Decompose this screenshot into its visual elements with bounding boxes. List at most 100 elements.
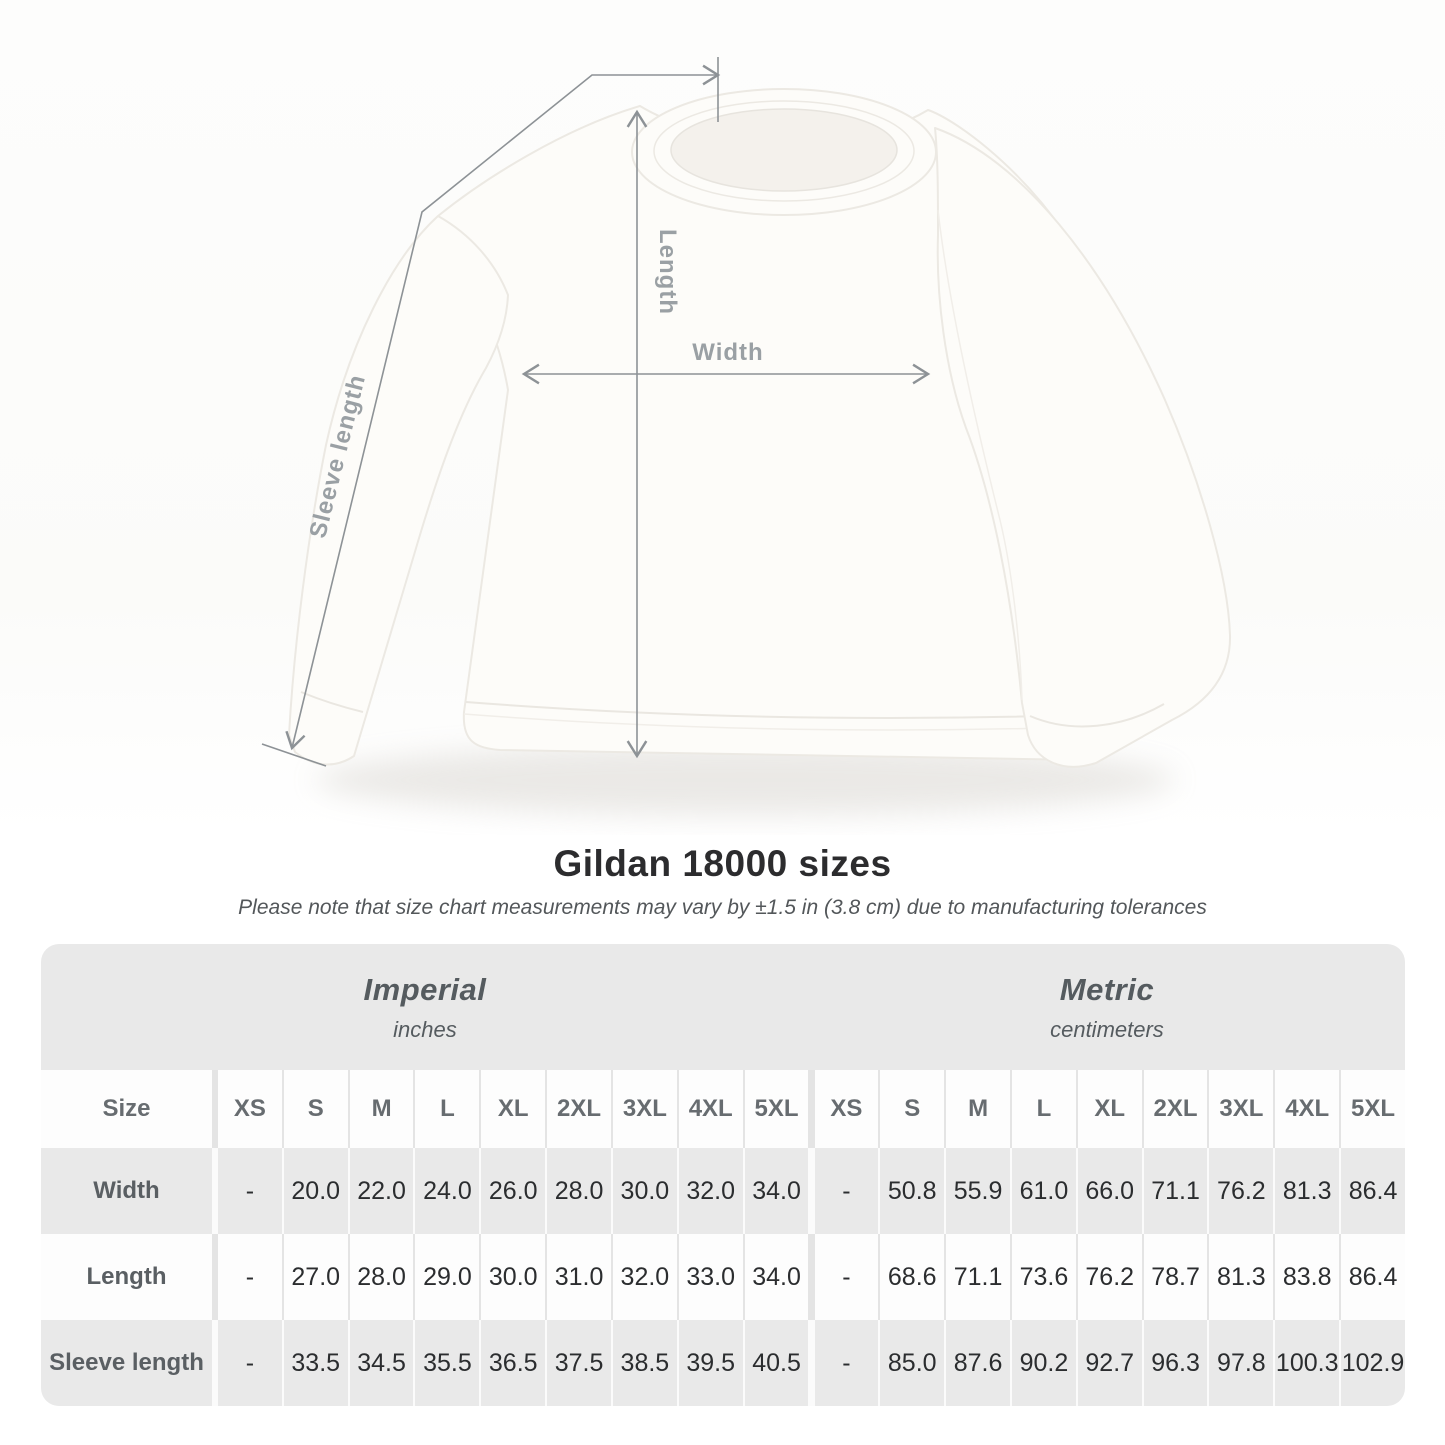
value-cell: - <box>218 1320 282 1406</box>
imperial-header: Imperial inches <box>41 944 809 1070</box>
value-cell: 92.7 <box>1077 1320 1142 1406</box>
size-col: L <box>1011 1070 1076 1148</box>
value-cell: 96.3 <box>1143 1320 1208 1406</box>
value-cell: 100.3 <box>1275 1320 1340 1406</box>
row-label: Length <box>41 1234 212 1320</box>
value-cell: 102.9 <box>1341 1320 1405 1406</box>
value-cell: - <box>814 1148 879 1234</box>
value-cell: 28.0 <box>547 1148 611 1234</box>
metric-values: - 85.0 87.6 90.2 92.7 96.3 97.8 100.3 10… <box>814 1320 1405 1406</box>
value-cell: 55.9 <box>946 1148 1010 1234</box>
value-cell: 33.5 <box>283 1320 348 1406</box>
size-table: Imperial inches Metric centimeters Size … <box>41 944 1405 1406</box>
length-label: Length <box>654 229 681 315</box>
row-label: Width <box>41 1148 212 1234</box>
size-col: 3XL <box>612 1070 677 1148</box>
sleeve-measure-line <box>285 64 721 751</box>
value-cell: 31.0 <box>547 1234 611 1320</box>
size-col: L <box>415 1070 480 1148</box>
sweatshirt-right-sleeve <box>934 127 1232 768</box>
value-cell: 78.7 <box>1143 1234 1208 1320</box>
size-col: XS <box>814 1070 879 1148</box>
imperial-values: - 20.0 22.0 24.0 26.0 28.0 30.0 32.0 34.… <box>218 1148 809 1234</box>
size-col: XL <box>1077 1070 1142 1148</box>
value-cell: 33.0 <box>678 1234 743 1320</box>
tolerance-note: Please note that size chart measurements… <box>238 896 1207 919</box>
metric-header: Metric centimeters <box>809 944 1405 1070</box>
value-cell: 36.5 <box>481 1320 546 1406</box>
imperial-unit: inches <box>393 1016 457 1042</box>
value-cell: 71.1 <box>1143 1148 1208 1234</box>
value-cell: 81.3 <box>1209 1234 1274 1320</box>
value-cell: 71.1 <box>946 1234 1010 1320</box>
value-cell: 34.0 <box>744 1234 809 1320</box>
value-cell: - <box>814 1234 879 1320</box>
table-row-width: Width - 20.0 22.0 24.0 26.0 28.0 30.0 32… <box>41 1148 1405 1234</box>
row-label: Sleeve length <box>41 1320 212 1406</box>
value-cell: 87.6 <box>946 1320 1010 1406</box>
size-col: M <box>349 1070 414 1148</box>
metric-name: Metric <box>1059 971 1155 1007</box>
value-cell: 86.4 <box>1341 1148 1405 1234</box>
value-cell: 35.5 <box>415 1320 480 1406</box>
table-row-length: Length - 27.0 28.0 29.0 30.0 31.0 32.0 3… <box>41 1234 1405 1320</box>
right-cuff-seam <box>1029 703 1165 728</box>
value-cell: 24.0 <box>415 1148 480 1234</box>
right-sleeve-crease <box>937 209 1023 701</box>
width-label: Width <box>692 339 763 366</box>
size-col: XL <box>481 1070 546 1148</box>
value-cell: 85.0 <box>880 1320 945 1406</box>
metric-sizes: XS S M L XL 2XL 3XL 4XL 5XL <box>814 1070 1405 1148</box>
value-cell: 81.3 <box>1275 1148 1340 1234</box>
value-cell: 30.0 <box>612 1148 677 1234</box>
collar-opening <box>670 108 898 192</box>
value-cell: 38.5 <box>612 1320 677 1406</box>
value-cell: 37.5 <box>547 1320 611 1406</box>
value-cell: 32.0 <box>678 1148 743 1234</box>
value-cell: 29.0 <box>415 1234 480 1320</box>
size-col: 4XL <box>678 1070 743 1148</box>
table-row-sleeve-length: Sleeve length - 33.5 34.5 35.5 36.5 37.5… <box>41 1320 1405 1406</box>
value-cell: 97.8 <box>1209 1320 1274 1406</box>
page-title: Gildan 18000 sizes <box>553 843 892 884</box>
value-cell: 27.0 <box>283 1234 348 1320</box>
value-cell: 76.2 <box>1209 1148 1274 1234</box>
value-cell: 68.6 <box>880 1234 945 1320</box>
metric-unit: centimeters <box>1050 1016 1164 1042</box>
sweatshirt-diagram-svg: Length Width Sleeve length <box>261 57 1232 816</box>
size-col: S <box>880 1070 945 1148</box>
value-cell: 34.5 <box>349 1320 414 1406</box>
size-col: 4XL <box>1275 1070 1340 1148</box>
value-cell: 30.0 <box>481 1234 546 1320</box>
measurement-diagram: Length Width Sleeve length <box>0 0 1445 835</box>
size-col: XS <box>218 1070 282 1148</box>
imperial-values: - 33.5 34.5 35.5 36.5 37.5 38.5 39.5 40.… <box>218 1320 809 1406</box>
value-cell: 20.0 <box>283 1148 348 1234</box>
value-cell: 83.8 <box>1275 1234 1340 1320</box>
value-cell: 61.0 <box>1011 1148 1076 1234</box>
imperial-sizes: XS S M L XL 2XL 3XL 4XL 5XL <box>218 1070 809 1148</box>
value-cell: 90.2 <box>1011 1320 1076 1406</box>
value-cell: 40.5 <box>744 1320 809 1406</box>
value-cell: 86.4 <box>1341 1234 1405 1320</box>
size-col: M <box>946 1070 1010 1148</box>
metric-values: - 50.8 55.9 61.0 66.0 71.1 76.2 81.3 86.… <box>814 1148 1405 1234</box>
size-header-cell: Size <box>41 1070 212 1148</box>
value-cell: 32.0 <box>612 1234 677 1320</box>
unit-system-band: Imperial inches Metric centimeters <box>41 944 1405 1070</box>
size-col: 3XL <box>1209 1070 1274 1148</box>
value-cell: 28.0 <box>349 1234 414 1320</box>
value-cell: - <box>814 1320 879 1406</box>
value-cell: 26.0 <box>481 1148 546 1234</box>
size-col: 2XL <box>547 1070 611 1148</box>
value-cell: 34.0 <box>744 1148 809 1234</box>
value-cell: - <box>218 1148 282 1234</box>
garment-shadow <box>315 744 1175 816</box>
value-cell: 66.0 <box>1077 1148 1142 1234</box>
size-col: 5XL <box>1341 1070 1405 1148</box>
imperial-values: - 27.0 28.0 29.0 30.0 31.0 32.0 33.0 34.… <box>218 1234 809 1320</box>
size-col: 2XL <box>1143 1070 1208 1148</box>
size-col: 5XL <box>744 1070 809 1148</box>
size-col: S <box>283 1070 348 1148</box>
